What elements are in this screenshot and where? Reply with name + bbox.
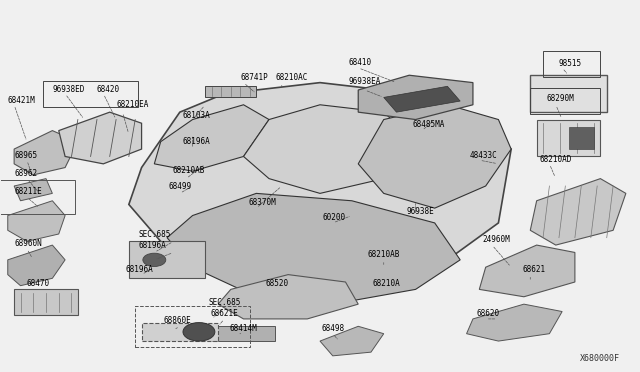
Text: 68962: 68962 (14, 169, 37, 178)
Polygon shape (8, 201, 65, 241)
Bar (205, 86, 256, 97)
Bar (212, 326, 275, 341)
Bar (568, 127, 594, 149)
Text: 68414M: 68414M (230, 324, 257, 333)
Text: 68741P: 68741P (241, 73, 268, 82)
Polygon shape (320, 326, 384, 356)
Text: 68620: 68620 (476, 309, 499, 318)
Text: 68210AC: 68210AC (275, 73, 308, 83)
Circle shape (183, 323, 215, 341)
Bar (129, 241, 205, 278)
Text: 48433C: 48433C (470, 151, 497, 160)
Text: 68210EA: 68210EA (116, 100, 148, 109)
Text: 68860E: 68860E (164, 316, 191, 326)
Text: 68498: 68498 (321, 324, 344, 333)
Text: 68196A: 68196A (183, 137, 211, 145)
Text: 68210AB: 68210AB (368, 250, 400, 259)
Polygon shape (384, 86, 460, 112)
Text: 68420: 68420 (97, 85, 120, 94)
Text: 68520: 68520 (266, 279, 289, 288)
Text: 96938E: 96938E (406, 207, 434, 216)
Polygon shape (467, 304, 562, 341)
Text: 68621: 68621 (523, 264, 546, 274)
Text: 68470: 68470 (27, 279, 50, 288)
Text: 68499: 68499 (168, 182, 191, 191)
Polygon shape (244, 105, 415, 193)
Polygon shape (129, 83, 511, 289)
Text: 68210AD: 68210AD (540, 155, 572, 164)
Polygon shape (167, 193, 460, 304)
Text: 68290M: 68290M (546, 94, 574, 103)
Text: 68485MA: 68485MA (412, 120, 445, 129)
Text: 68421M: 68421M (8, 96, 35, 105)
Text: SEC.685: SEC.685 (138, 230, 171, 239)
Text: 68210AB: 68210AB (172, 166, 205, 175)
Text: 60200: 60200 (323, 213, 346, 222)
Bar (537, 119, 600, 157)
Text: 68211E: 68211E (14, 187, 42, 196)
Text: 68410: 68410 (349, 58, 372, 67)
Bar (141, 323, 218, 341)
Text: 68965: 68965 (14, 151, 37, 160)
Text: 68960N: 68960N (14, 239, 42, 248)
Text: 68370M: 68370M (248, 198, 276, 207)
Text: 68196A: 68196A (138, 241, 166, 250)
Text: SEC.685: SEC.685 (209, 298, 241, 307)
Polygon shape (14, 131, 78, 175)
Bar (531, 75, 607, 112)
Polygon shape (218, 275, 358, 319)
Text: 68210A: 68210A (372, 279, 400, 288)
Circle shape (143, 253, 166, 266)
Polygon shape (479, 245, 575, 297)
Text: 68196A: 68196A (125, 264, 154, 274)
Text: X680000F: X680000F (579, 354, 620, 363)
Polygon shape (8, 245, 65, 286)
Text: 24960M: 24960M (483, 235, 510, 244)
Bar (14, 289, 78, 315)
Polygon shape (531, 179, 626, 245)
Polygon shape (14, 179, 52, 201)
Text: 68103A: 68103A (183, 111, 211, 120)
Polygon shape (154, 105, 269, 171)
Text: 68621E: 68621E (211, 309, 238, 318)
Polygon shape (358, 75, 473, 119)
Text: 96938ED: 96938ED (52, 85, 84, 94)
Text: 98515: 98515 (559, 59, 582, 68)
Text: 96938EA: 96938EA (349, 77, 381, 86)
Polygon shape (59, 112, 141, 164)
Polygon shape (358, 105, 511, 208)
